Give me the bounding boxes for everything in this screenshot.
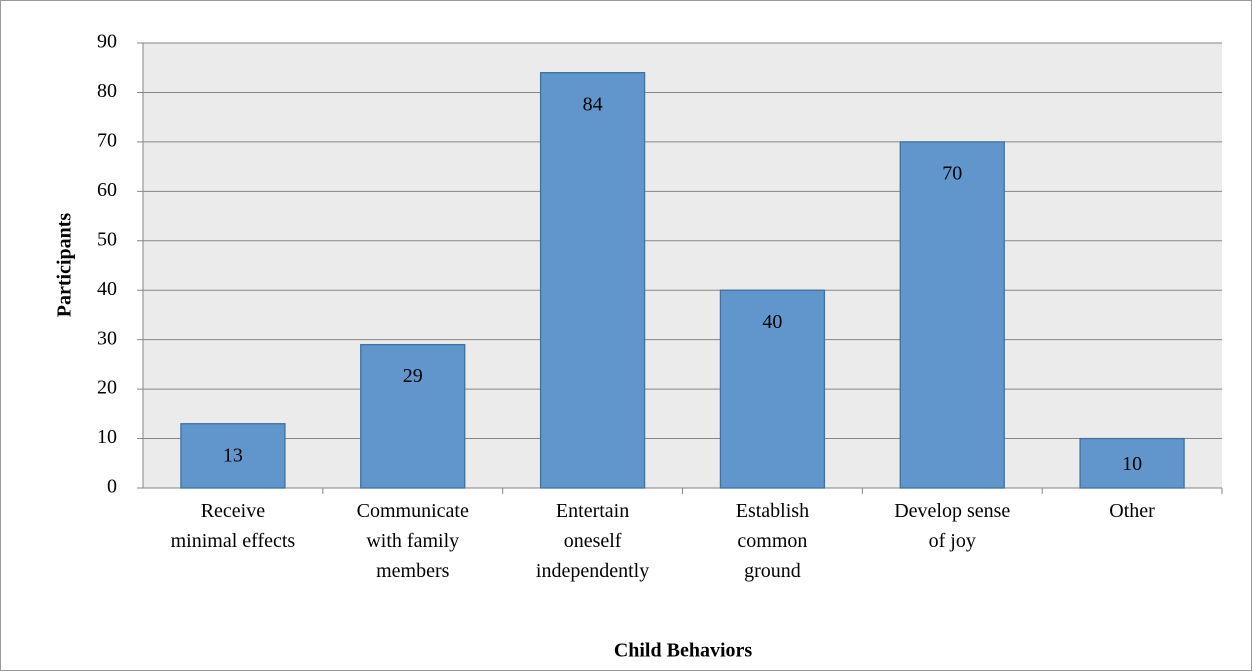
y-tick-label: 40 [97,278,117,300]
x-tick-label: Entertain oneself independently [535,500,650,582]
y-axis-title: Participants [54,213,76,318]
data-label: 13 [223,444,243,466]
data-label: 29 [403,365,423,387]
data-label: 10 [1122,453,1142,475]
y-tick-label: 80 [97,80,117,102]
data-label: 40 [762,311,782,333]
y-tick-label: 10 [97,426,117,448]
bar [719,289,826,489]
y-tick-label: 30 [97,327,117,349]
x-tick-label: Communicate with family members [356,500,469,582]
data-label: 70 [942,162,962,184]
x-tick-label: Establish common ground [735,500,810,582]
y-tick-label: 20 [97,377,117,399]
y-tick-label: 60 [97,179,117,201]
data-label: 84 [583,93,603,115]
bar [360,343,466,489]
bar [1079,437,1185,489]
x-axis-title: Child Behaviors [614,640,753,662]
y-tick-label: 70 [97,129,117,151]
bar [899,141,1005,489]
x-tick-label: Develop sense of joy [894,500,1011,552]
y-tick-label: 50 [97,228,117,250]
y-tick-label: 90 [97,31,117,53]
plot-area [143,43,1222,488]
y-tick-label: 0 [107,476,117,498]
bar [180,423,286,489]
x-tick-label: Other [1109,500,1155,522]
bar [539,72,646,489]
x-tick-label: Receive minimal effects [170,500,296,552]
